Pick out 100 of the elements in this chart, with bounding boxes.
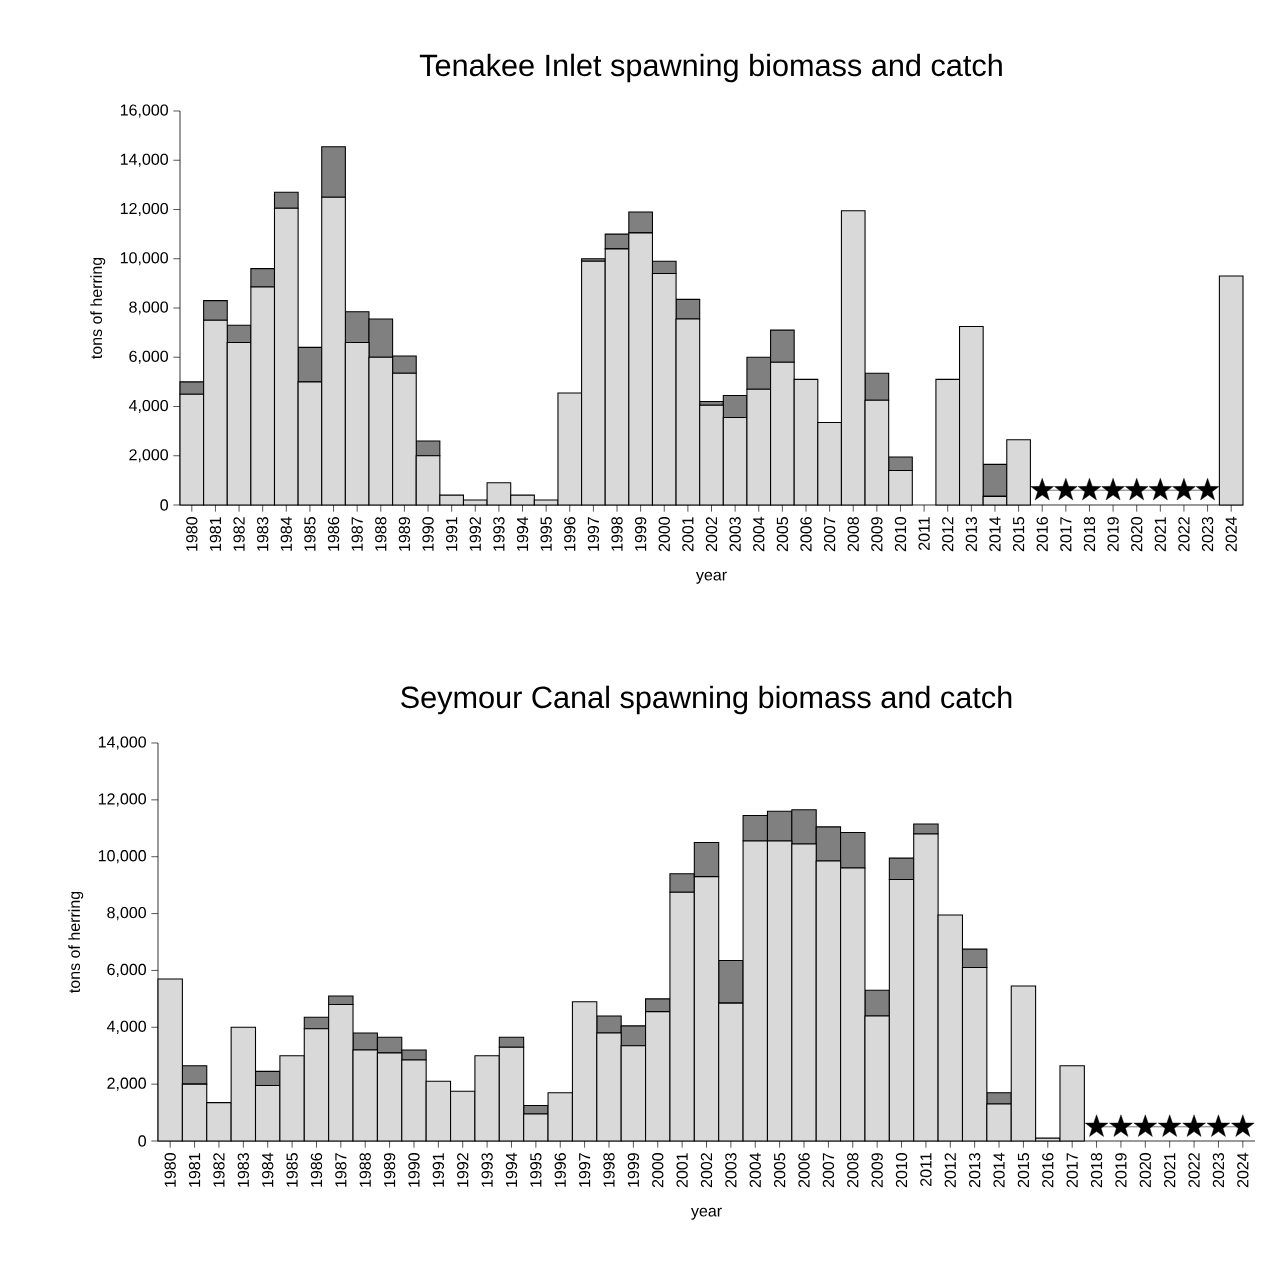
x-tick-label: 2016	[1042, 1153, 1054, 1188]
x-tick-label: 1986	[327, 517, 340, 551]
x-tick-label: 2021	[1154, 517, 1166, 552]
x-tick-label: 1983	[257, 517, 269, 551]
x-tick-label: 2010	[894, 517, 907, 552]
x-tick-label: 1982	[233, 517, 245, 551]
x-tick-label: 1994	[505, 1152, 518, 1187]
x-tick-label: 1983	[237, 1153, 249, 1187]
x-tick-label: 1991	[432, 1153, 444, 1187]
x-tick-label: 1996	[554, 1153, 566, 1187]
x-tick-label: 1993	[493, 517, 505, 551]
x-tick-label: 2014	[993, 1152, 1005, 1188]
x-tick-label: 2020	[1131, 517, 1143, 552]
x-tick-label: 2000	[658, 517, 670, 552]
y-tick-label: 10,000	[98, 850, 146, 864]
x-tick-label: 2007	[822, 1153, 835, 1188]
x-tick-label: 2002	[705, 517, 718, 552]
x-tick-label: 1990	[408, 1153, 420, 1187]
x-axis-title: year	[690, 1207, 722, 1220]
x-tick-label: 2021	[1164, 1153, 1176, 1188]
x-tick-label: 2016	[1036, 517, 1048, 552]
x-tick-label: 1998	[603, 1153, 615, 1187]
x-tick-label: 1988	[359, 1153, 371, 1187]
x-tick-label: 1995	[540, 517, 552, 551]
y-tick-label: 16,000	[120, 104, 168, 118]
x-tick-label: 2024	[1237, 1152, 1249, 1188]
y-tick-label: 8,000	[107, 906, 146, 921]
x-tick-label: 1992	[457, 1153, 469, 1187]
x-tick-label: 1992	[469, 517, 481, 551]
x-tick-label: 2023	[1201, 517, 1214, 552]
x-tick-label: 2008	[847, 1153, 859, 1188]
x-tick-label: 2023	[1212, 1153, 1225, 1188]
x-tick-label: 2000	[652, 1153, 664, 1188]
y-axis-title: tons of herring	[68, 891, 84, 993]
x-tick-label: 2011	[918, 517, 930, 550]
y-tick-label: 14,000	[120, 153, 168, 167]
x-tick-label: 2002	[700, 1153, 713, 1188]
x-tick-label: 1995	[530, 1153, 542, 1187]
x-tick-label: 2022	[1188, 1153, 1200, 1188]
x-tick-label: 1998	[611, 517, 623, 551]
x-tick-label: 2022	[1178, 517, 1190, 552]
y-axis-title: tons of herring	[90, 257, 106, 359]
x-tick-label: 1986	[310, 1153, 323, 1187]
x-tick-label: 1997	[578, 1153, 591, 1187]
y-tick-label: 6,000	[107, 963, 146, 978]
x-tick-label: 2007	[823, 517, 836, 552]
x-axis-title: year	[695, 571, 727, 584]
x-tick-label: 1980	[186, 517, 198, 551]
x-tick-label: 2017	[1060, 517, 1072, 552]
x-tick-label: 2004	[749, 1152, 761, 1188]
chart-title: Seymour Canal spawning biomass and catch	[401, 685, 1012, 715]
x-tick-label: 2013	[969, 1153, 981, 1188]
x-tick-label: 1989	[398, 517, 411, 551]
x-tick-label: 1993	[481, 1153, 493, 1187]
x-tick-label: 2013	[965, 517, 977, 552]
x-tick-label: 2005	[773, 1153, 786, 1188]
x-tick-label: 1985	[286, 1153, 298, 1187]
x-tick-label: 1999	[634, 517, 647, 551]
x-tick-label: 2018	[1083, 517, 1096, 552]
x-tick-label: 2006	[798, 1153, 810, 1188]
x-tick-label: 2019	[1107, 517, 1119, 552]
x-tick-label: 2012	[944, 1153, 956, 1188]
x-tick-label: 1989	[383, 1153, 396, 1187]
x-tick-label: 1987	[335, 1153, 347, 1187]
y-tick-label: 12,000	[120, 202, 168, 217]
x-tick-label: 1981	[188, 1153, 201, 1187]
x-tick-label: 2015	[1012, 517, 1025, 552]
x-tick-label: 1980	[164, 1153, 176, 1187]
x-tick-label: 2008	[847, 517, 859, 552]
x-tick-label: 2001	[676, 1153, 688, 1188]
x-tick-label: 2018	[1090, 1153, 1103, 1188]
y-tick-label: 2,000	[107, 1077, 146, 1091]
x-tick-label: 2003	[725, 1153, 737, 1188]
x-tick-label: 1984	[280, 516, 292, 551]
x-tick-label: 1982	[213, 1153, 225, 1187]
x-tick-label: 1987	[351, 517, 363, 551]
x-tick-label: 2011	[920, 1153, 932, 1186]
x-tick-label: 1990	[422, 517, 434, 551]
chart-title: Tenakee Inlet spawning biomass and catch	[419, 53, 1002, 83]
y-tick-label: 10,000	[120, 252, 168, 266]
x-tick-label: 2014	[989, 516, 1001, 552]
x-tick-label: 1991	[446, 517, 458, 551]
y-tick-label: 4,000	[106, 1020, 146, 1034]
x-tick-label: 2001	[682, 517, 694, 552]
x-tick-label: 2006	[800, 517, 812, 552]
x-tick-label: 2003	[729, 517, 741, 552]
x-tick-label: 2015	[1017, 1153, 1030, 1188]
x-tick-label: 2012	[942, 517, 954, 552]
x-tick-label: 1999	[627, 1153, 640, 1187]
x-tick-label: 2004	[753, 516, 765, 552]
x-tick-label: 2019	[1115, 1153, 1127, 1188]
x-tick-label: 1988	[375, 517, 387, 551]
x-tick-label: 1981	[209, 517, 222, 551]
x-tick-label: 1996	[564, 517, 576, 551]
y-tick-label: 0	[160, 499, 169, 511]
x-tick-label: 2005	[776, 517, 789, 552]
y-tick-label: 0	[138, 1135, 147, 1147]
x-tick-label: 2017	[1066, 1153, 1078, 1188]
x-tick-label: 2020	[1139, 1153, 1151, 1188]
x-tick-label: 1997	[587, 517, 600, 551]
